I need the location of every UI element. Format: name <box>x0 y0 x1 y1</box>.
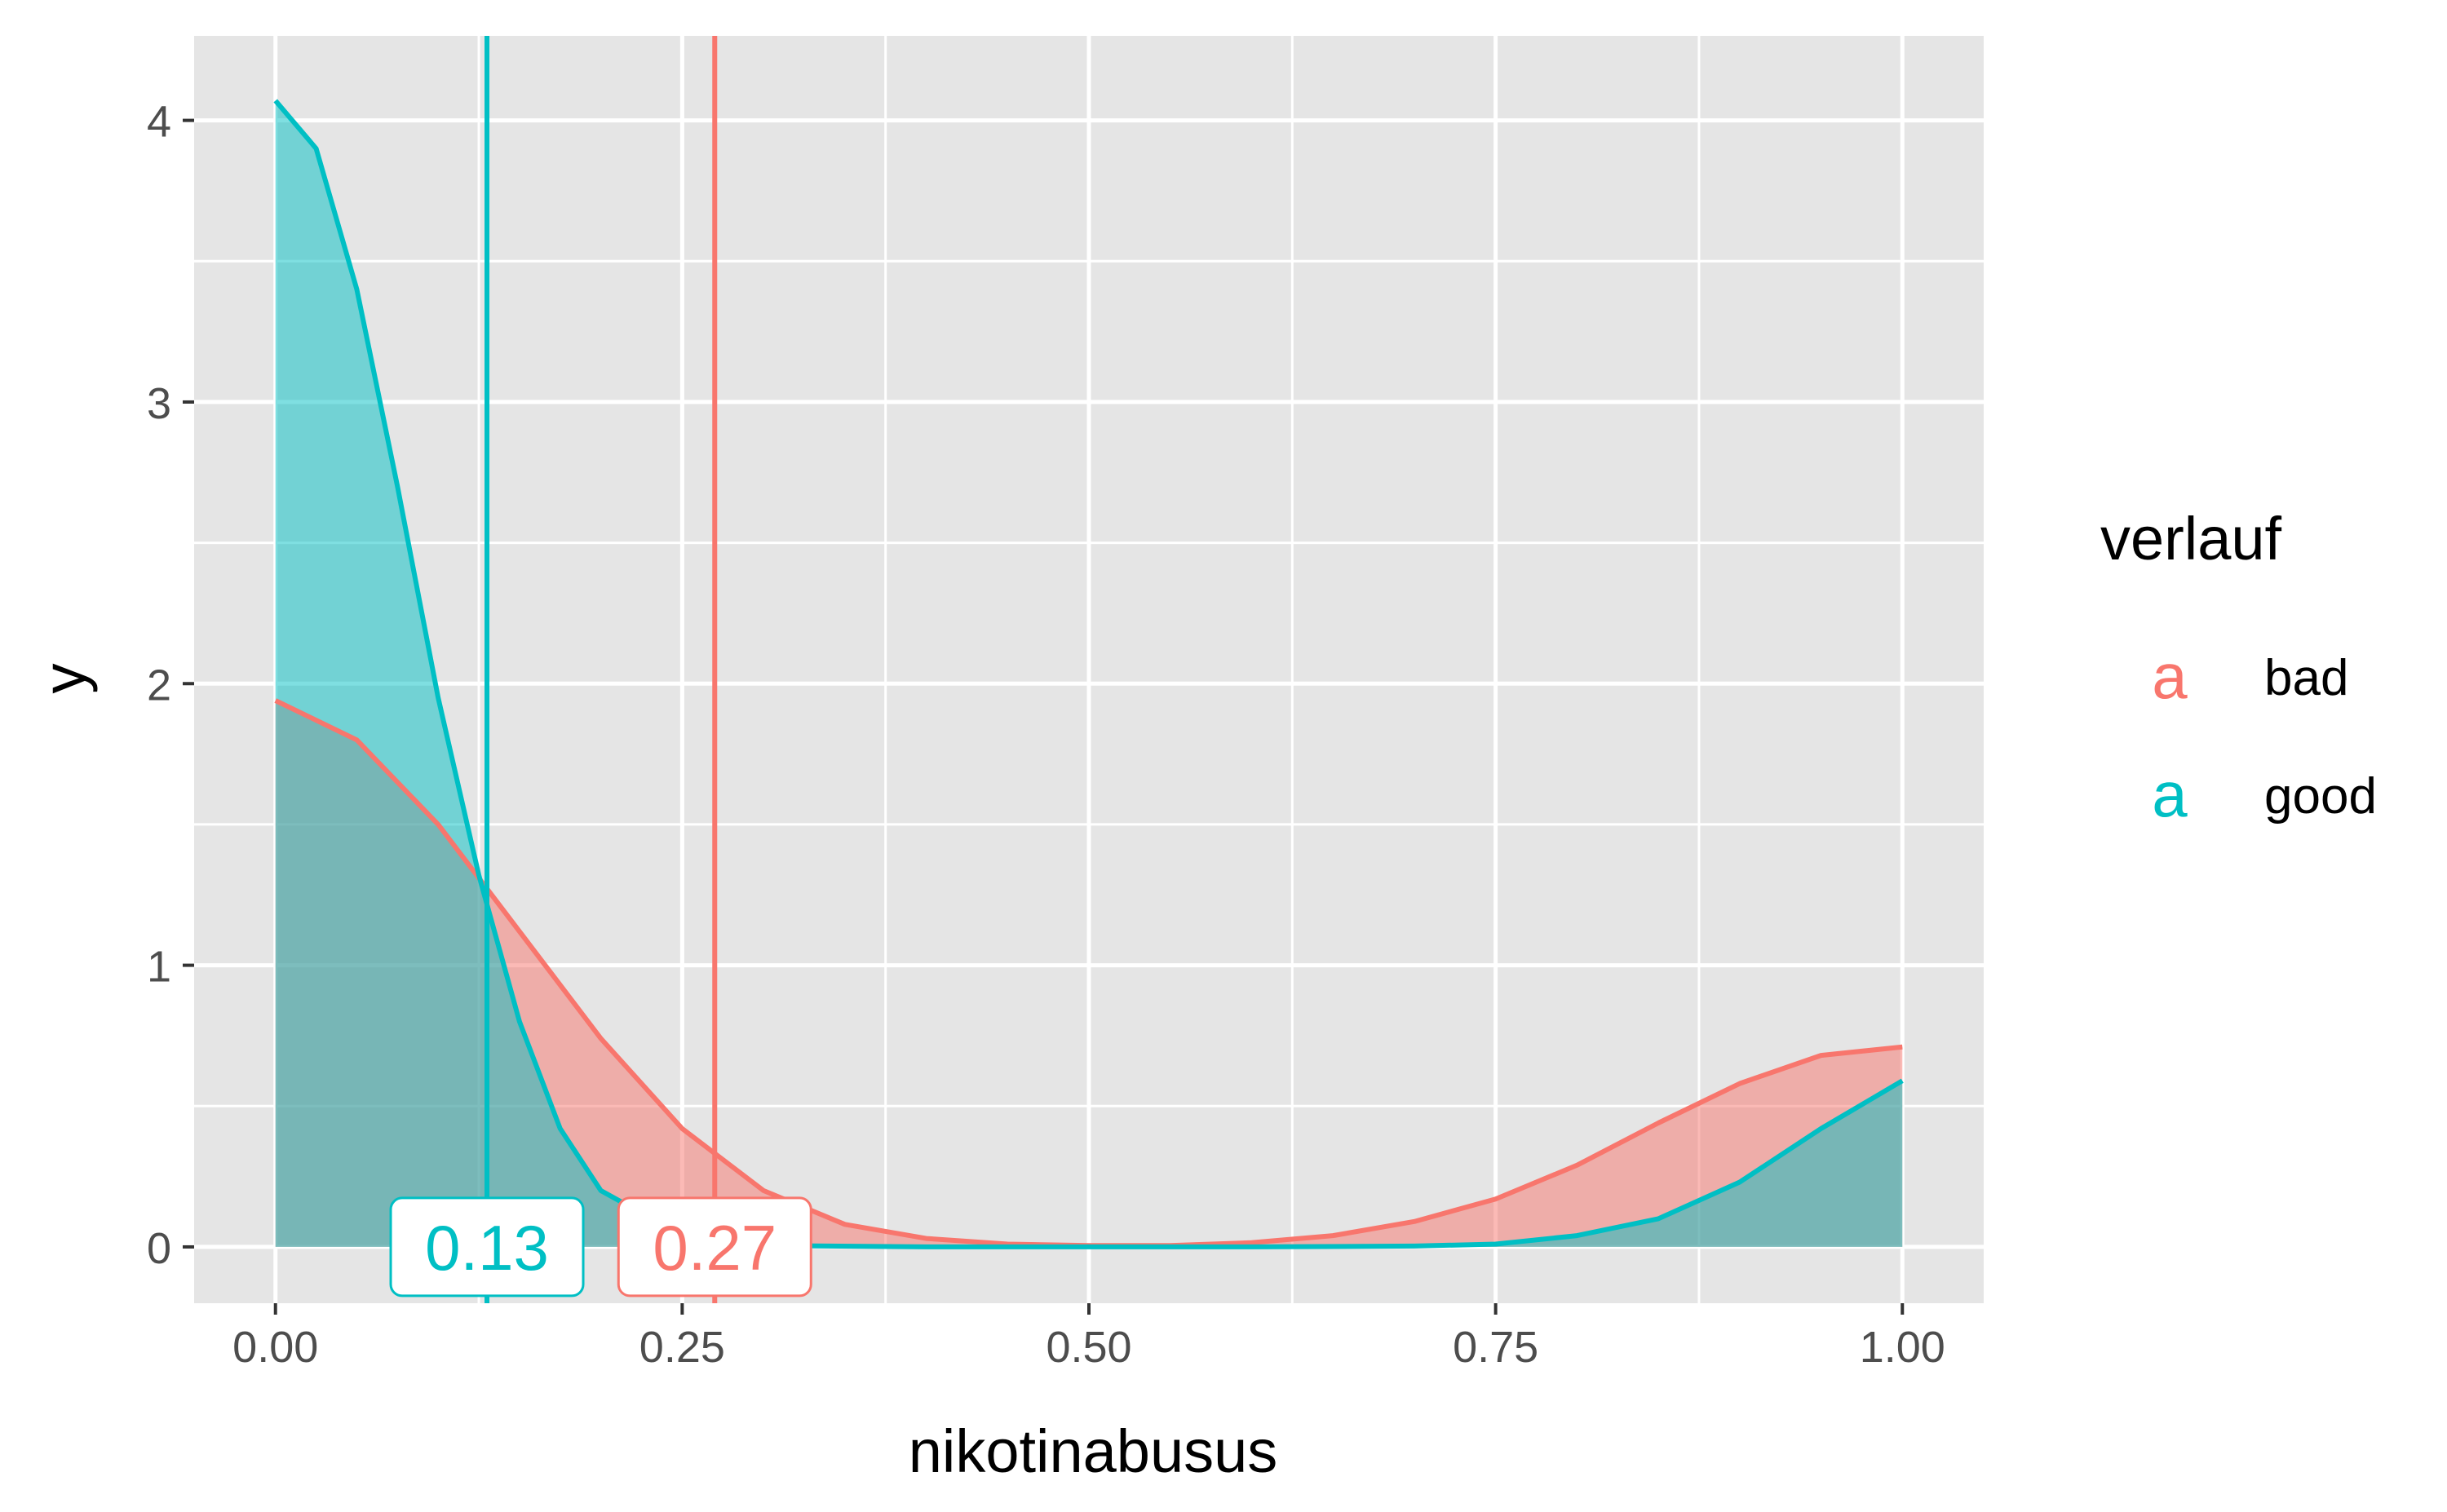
y-tick-label: 1 <box>147 943 171 992</box>
legend: verlauf a bad a good <box>2100 505 2377 830</box>
mean-label-bad: 0.27 <box>653 1212 777 1284</box>
x-tick-label: 0.00 <box>232 1323 318 1372</box>
plot-area: 0.00 0.25 0.50 0.75 1.00 0 1 2 3 4 0.27 0.13 <box>147 36 1984 1372</box>
x-tick-label: 0.50 <box>1046 1323 1131 1372</box>
x-tick-label: 0.25 <box>639 1323 725 1372</box>
x-tick-label: 1.00 <box>1860 1323 1945 1372</box>
legend-key-bad: a <box>2152 640 2188 712</box>
legend-label-good: good <box>2264 768 2377 825</box>
density-area-good <box>275 100 1903 1247</box>
y-tick-label: 3 <box>147 379 171 428</box>
legend-label-bad: bad <box>2264 650 2348 706</box>
mean-label-box-bad <box>617 1196 812 1298</box>
y-tick-label: 4 <box>147 98 171 147</box>
legend-title: verlauf <box>2100 505 2282 573</box>
mean-label-box-good <box>389 1196 585 1298</box>
x-tick-label: 0.75 <box>1453 1323 1538 1372</box>
mean-label-good: 0.13 <box>425 1212 549 1284</box>
y-axis-title: y <box>30 664 98 694</box>
legend-key-good: a <box>2152 758 2188 830</box>
y-tick-label: 2 <box>147 661 171 710</box>
y-tick-label: 0 <box>147 1224 171 1273</box>
x-axis-title: nikotinabusus <box>909 1417 1278 1485</box>
